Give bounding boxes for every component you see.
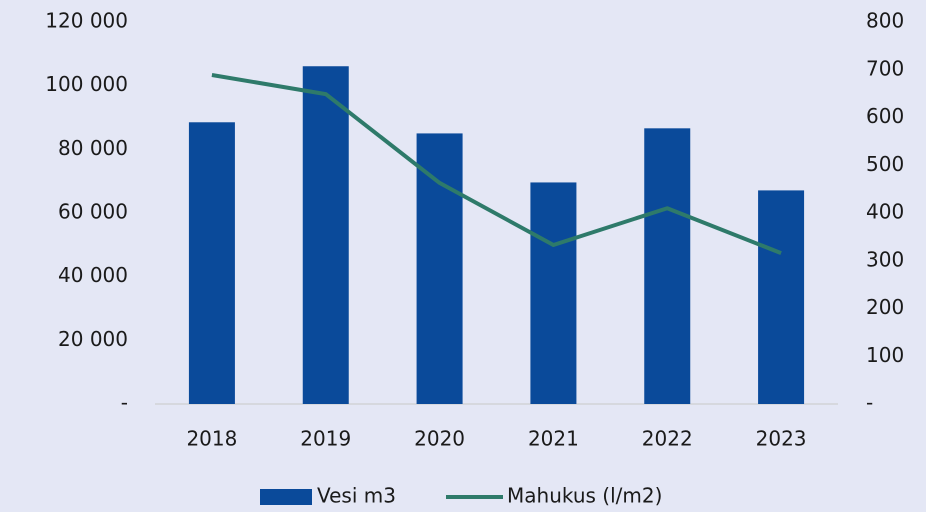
line [211,73,782,255]
y-tick-label: 80 000 [58,136,128,160]
legend-swatch [260,489,312,505]
bar [416,133,463,404]
bar [758,190,805,404]
y2-tick-label: 700 [866,56,904,80]
x-tick-label: 2022 [642,427,693,451]
y2-tick-label: 400 [866,200,904,224]
y2-tick-label: 300 [866,247,904,271]
y2-tick-label: 100 [866,343,904,367]
y2-tick-label: 500 [866,152,904,176]
x-tick-label: 2023 [756,427,807,451]
x-tick-label: 2021 [528,427,579,451]
y2-tick-label: 800 [866,9,904,33]
y-tick-label: 40 000 [58,263,128,287]
x-tick-label: 2019 [300,427,351,451]
y2-tick-label: - [866,391,873,415]
y-tick-label: 20 000 [58,327,128,351]
y-tick-label: - [121,391,128,415]
bar [530,182,577,404]
y-tick-label: 120 000 [45,9,128,33]
bar [644,128,691,404]
x-tick-label: 2020 [414,427,465,451]
legend-label: Vesi m3 [317,484,396,508]
y2-tick-label: 200 [866,295,904,319]
y-tick-label: 60 000 [58,200,128,224]
x-tick-label: 2018 [186,427,237,451]
legend-label: Mahukus (l/m2) [507,484,662,508]
y-tick-label: 100 000 [45,72,128,96]
bar [302,66,349,404]
bar [188,122,235,405]
y2-tick-label: 600 [866,104,904,128]
